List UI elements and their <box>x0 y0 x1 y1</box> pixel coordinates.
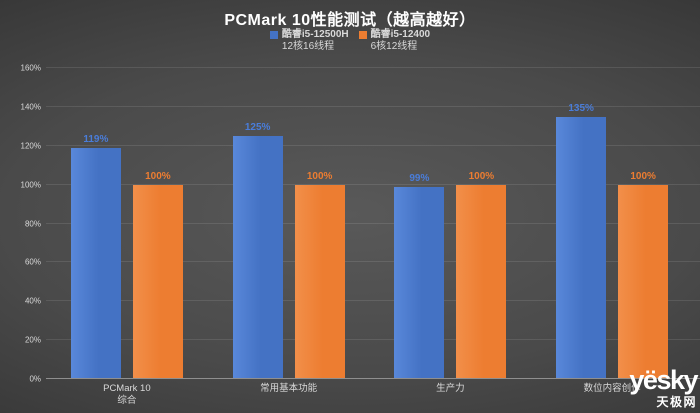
y-axis: 0% 20% 40% 60% 80% 100% 120% 140% 160% <box>0 64 41 384</box>
yesky-watermark: yësky 天极网 <box>629 365 698 410</box>
legend-sublabel: 12核16线程 <box>281 40 335 52</box>
legend: 酷睿i5-12500H 12核16线程 酷睿i5-12400 6核12线程 <box>0 29 700 52</box>
bar-value-label: 100% <box>630 170 656 182</box>
bar-value-label: 125% <box>244 122 271 134</box>
watermark-logo: yësky <box>629 365 698 396</box>
bar-i5-12500h-group2 <box>232 136 283 378</box>
bar-i5-12500h-group4 <box>556 116 607 378</box>
legend-text: 酷睿i5-12500H 12核16线程 <box>282 29 349 52</box>
y-tick-label-40: 40% <box>24 296 41 306</box>
gridline-40 <box>46 300 700 302</box>
legend-item-i5-12500h: 酷睿i5-12500H 12核16线程 <box>269 29 349 52</box>
y-tick-label-140: 140% <box>20 102 41 112</box>
bar-i5-12400-group3 <box>456 184 507 378</box>
bar-i5-12500h-group3 <box>394 186 445 378</box>
x-axis: PCMark 10 综合 常用基本功能 生产力 数位内容创作 <box>46 383 693 411</box>
chart-title: PCMark 10性能测试（越高越好） <box>224 12 476 29</box>
category-label-2: 常用基本功能 <box>260 383 318 394</box>
bar-value-label: 135% <box>568 102 594 114</box>
legend-label: 酷睿i5-12400 <box>370 29 431 40</box>
bar-value-label: 100% <box>145 170 171 182</box>
bar-value-label: 119% <box>83 133 109 145</box>
category-label-4: 数位内容创作 <box>583 383 641 394</box>
watermark-site: 天极网 <box>656 395 697 409</box>
gridline-60 <box>46 261 700 263</box>
bar-value-label: 100% <box>306 170 333 182</box>
gridline-20 <box>46 339 700 341</box>
gridline-120 <box>46 144 700 146</box>
gridline-140 <box>46 105 700 107</box>
x-axis-line <box>46 378 700 379</box>
bar-i5-12500h-group1 <box>70 147 121 378</box>
bar-i5-12400-group2 <box>294 184 345 378</box>
bar-i5-12400-group1 <box>132 184 183 378</box>
y-tick-label-0: 0% <box>29 374 41 384</box>
legend-label: 酷睿i5-12500H <box>281 29 349 40</box>
y-tick-label-80: 80% <box>24 219 41 228</box>
plot-area: 119% 100% 125% 100% 99% 100% 135% 100% <box>46 67 700 379</box>
y-tick-label-120: 120% <box>20 141 41 151</box>
y-tick-label-100: 100% <box>20 180 41 190</box>
y-tick-label-160: 160% <box>20 63 41 73</box>
bar-value-label: 100% <box>468 170 495 182</box>
legend-item-i5-12400: 酷睿i5-12400 6核12线程 <box>358 29 430 52</box>
legend-sublabel: 6核12线程 <box>370 40 418 52</box>
bar-i5-12400-group4 <box>618 184 669 378</box>
gridline-160 <box>46 67 700 68</box>
legend-swatch-blue-icon <box>269 31 278 39</box>
gridline-80 <box>46 222 700 224</box>
gridline-100 <box>46 183 700 185</box>
y-tick-label-60: 60% <box>24 257 41 267</box>
y-tick-label-20: 20% <box>24 335 41 345</box>
legend-swatch-orange-icon <box>358 31 367 39</box>
bar-value-label: 99% <box>409 172 430 184</box>
category-label-1: PCMark 10 综合 <box>103 383 151 407</box>
category-label-3: 生产力 <box>436 383 465 394</box>
legend-text: 酷睿i5-12400 6核12线程 <box>371 29 430 52</box>
